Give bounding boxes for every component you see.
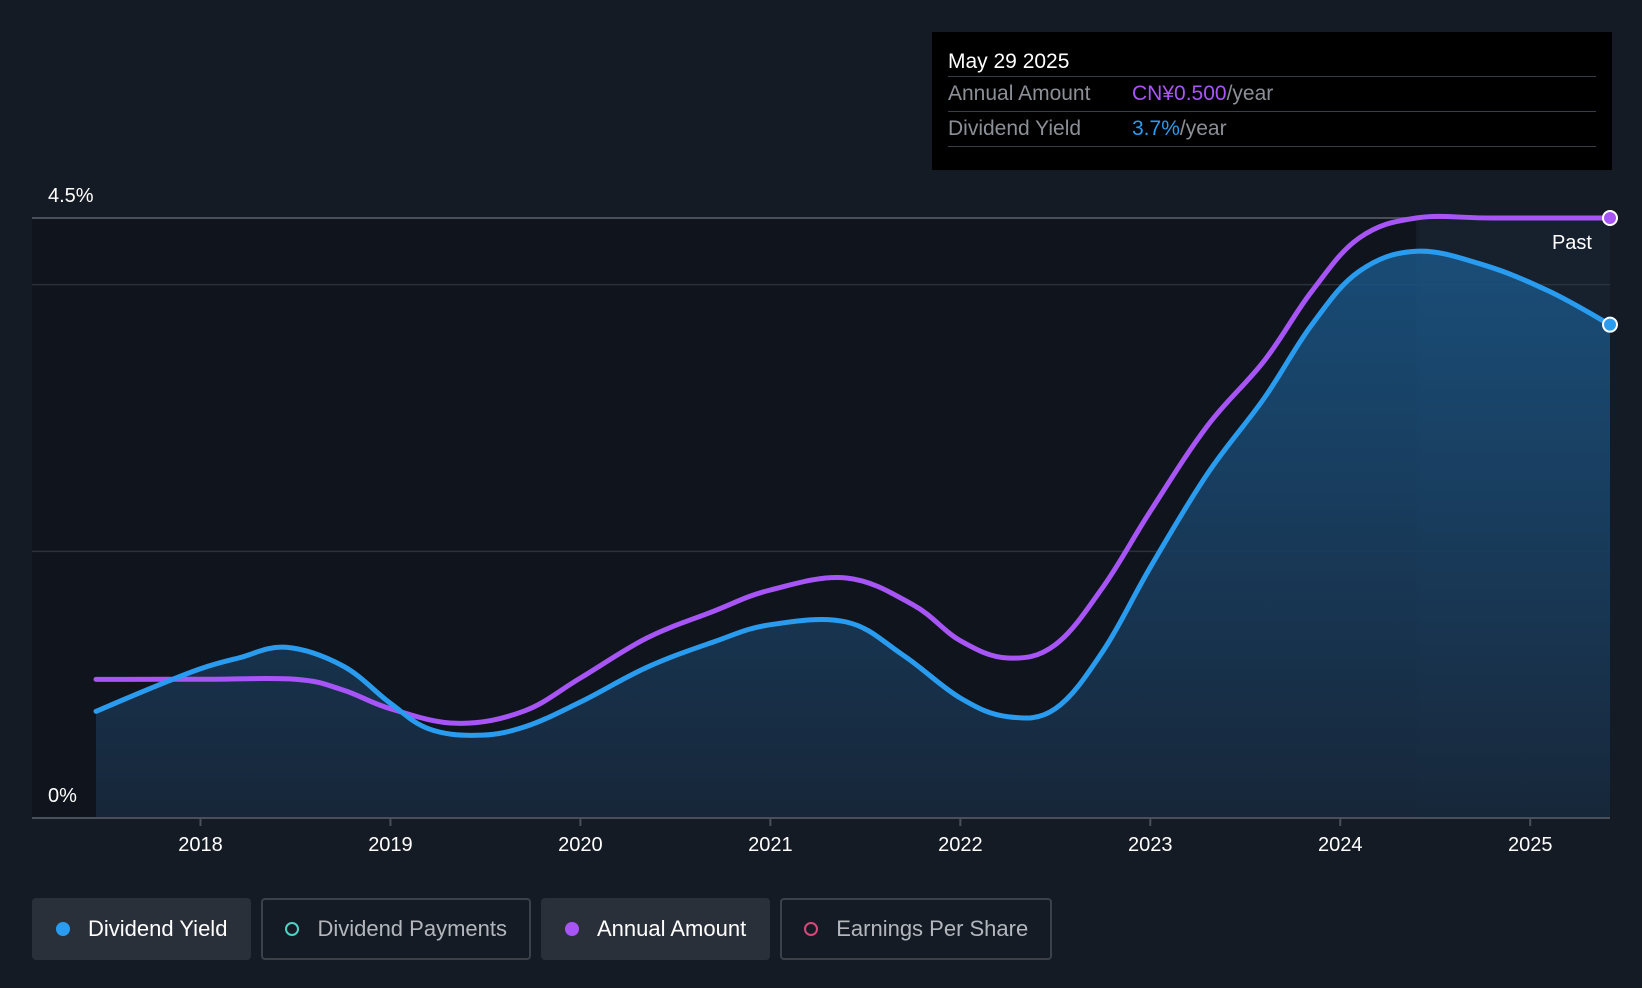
legend-dividend-yield-label: Dividend Yield [88, 916, 228, 941]
annual-amount-line[interactable] [93, 213, 1613, 726]
tooltip-annual-amount-unit: /year [1226, 82, 1274, 105]
tooltip-date: May 29 2025 [948, 50, 1070, 73]
x-tick-label: 2019 [368, 834, 413, 856]
x-tick-label: 2018 [178, 834, 223, 856]
legend-dividend-payments-dot-icon [285, 922, 300, 936]
legend-dividend-yield-dot-icon [56, 922, 70, 936]
x-tick-label: 2024 [1318, 834, 1363, 856]
annual-amount-endpoint[interactable] [1602, 210, 1618, 226]
y-axis-labels: 4.5% 0% [48, 185, 94, 807]
x-tick-label: 2025 [1508, 834, 1553, 856]
y-tick-label: 4.5% [48, 185, 94, 207]
chart-legend: Dividend Yield Dividend Payments Annual … [32, 898, 1062, 960]
tooltip-annual-amount-label: Annual Amount [948, 82, 1091, 105]
dividend-yield-line[interactable] [93, 248, 1613, 738]
dividend-yield-area [96, 251, 1610, 818]
y-tick-label: 0% [48, 785, 77, 807]
legend-annual-amount-label: Annual Amount [596, 916, 747, 941]
legend-earnings-per-share-label: Earnings Per Share [836, 916, 1029, 941]
dividend-yield-endpoint[interactable] [1602, 316, 1618, 333]
legend-annual-amount-button[interactable]: Annual Amount [540, 898, 771, 960]
x-tick-label: 2022 [938, 834, 983, 856]
x-tick-label: 2023 [1128, 834, 1173, 856]
legend-earnings-per-share-dot-icon [804, 922, 819, 936]
tooltip-annual-amount-value: CN¥0.500 [1132, 82, 1227, 105]
legend-dividend-payments-button[interactable]: Dividend Payments [261, 898, 531, 960]
x-tick-label: 2021 [748, 834, 793, 856]
legend-dividend-yield-button[interactable]: Dividend Yield [32, 898, 252, 960]
past-label: Past [1552, 232, 1592, 254]
legend-annual-amount-dot-icon [564, 922, 579, 936]
x-axis-ticks: 2018 2019 2020 2021 2022 2023 2024 2025 [178, 818, 1552, 856]
tooltip-dividend-yield-value: 3.7% [1132, 117, 1180, 140]
x-tick-label: 2020 [558, 834, 603, 856]
tooltip-dividend-yield-label: Dividend Yield [948, 117, 1082, 140]
tooltip-row-annual-amount: Annual Amount CN¥0.500 /year [948, 76, 1596, 111]
legend-dividend-payments-label: Dividend Payments [317, 916, 507, 941]
chart-tooltip: May 29 2025 Annual Amount CN¥0.500 /year… [932, 32, 1612, 170]
tooltip-row-dividend-yield: Dividend Yield 3.7% /year [948, 111, 1596, 147]
tooltip-dividend-yield-unit: /year [1179, 117, 1227, 140]
legend-earnings-per-share-button[interactable]: Earnings Per Share [780, 898, 1053, 960]
